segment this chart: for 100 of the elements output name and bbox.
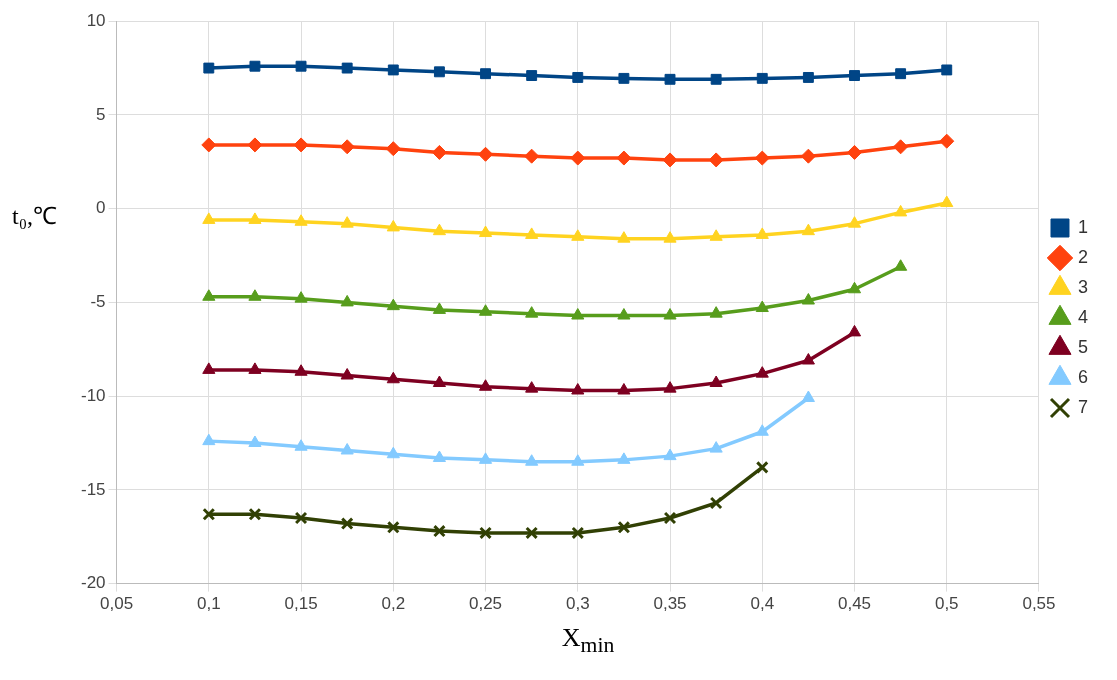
- point: [801, 390, 815, 403]
- point: [801, 353, 815, 365]
- point: [387, 64, 399, 76]
- point: [386, 219, 400, 232]
- point: [202, 362, 216, 374]
- x-tick-label: 0,5: [934, 594, 959, 614]
- point: [525, 227, 539, 239]
- point: [525, 454, 539, 466]
- point: [664, 73, 676, 85]
- point: [755, 300, 769, 313]
- point: [248, 289, 262, 301]
- point: [663, 308, 677, 320]
- point: [340, 517, 354, 531]
- point: [202, 289, 216, 301]
- point: [432, 302, 446, 314]
- point: [618, 72, 630, 84]
- point: [294, 439, 308, 451]
- point: [386, 371, 400, 384]
- point: [801, 223, 815, 236]
- point: [709, 496, 723, 510]
- y-tick-label: -20: [80, 573, 106, 593]
- point: [663, 231, 677, 243]
- point: [709, 229, 723, 241]
- point: [847, 144, 863, 160]
- point: [340, 216, 354, 228]
- point: [294, 364, 308, 376]
- point: [432, 375, 446, 388]
- point: [708, 152, 724, 168]
- x-tick-label: 0,25: [468, 594, 503, 614]
- point: [571, 454, 585, 466]
- y-tick-label: -15: [80, 479, 106, 499]
- point: [294, 511, 308, 525]
- point: [617, 308, 631, 320]
- point: [617, 231, 631, 243]
- point: [663, 511, 677, 525]
- point: [294, 291, 308, 303]
- point: [247, 137, 263, 153]
- x-tick-label: 0,1: [196, 594, 221, 614]
- point: [800, 148, 816, 164]
- point: [941, 64, 953, 76]
- legend-label: 6: [1077, 366, 1088, 387]
- x-tick-label: 0,05: [100, 594, 134, 614]
- x-tick-label: 0,3: [565, 594, 590, 614]
- point: [478, 452, 493, 464]
- point: [478, 146, 494, 162]
- point: [341, 62, 353, 74]
- point: [709, 441, 723, 453]
- point: [801, 293, 815, 305]
- point: [432, 450, 446, 462]
- point: [433, 66, 445, 78]
- point: [293, 137, 309, 153]
- point: [386, 298, 400, 311]
- legend-label: 3: [1077, 276, 1088, 297]
- point: [480, 68, 491, 80]
- point: [894, 204, 908, 217]
- x-tick-label: 0,55: [1022, 594, 1056, 614]
- point: [294, 214, 308, 226]
- point: [431, 144, 447, 160]
- point: [479, 526, 492, 540]
- point: [570, 150, 586, 166]
- x-tick-label: 0,45: [837, 594, 872, 614]
- point: [571, 308, 585, 320]
- point: [847, 216, 862, 228]
- point: [617, 383, 631, 395]
- point: [572, 71, 584, 83]
- point: [478, 379, 493, 391]
- point: [295, 60, 307, 72]
- point: [339, 139, 355, 155]
- point: [662, 152, 678, 168]
- point: [755, 227, 769, 239]
- point: [525, 306, 539, 318]
- x-tick-label: 0,15: [284, 594, 318, 614]
- point: [386, 446, 400, 459]
- point: [340, 368, 354, 380]
- point: [432, 223, 446, 236]
- x-tick-label: 0,2: [381, 594, 406, 614]
- legend-label: 1: [1077, 216, 1088, 237]
- point: [616, 150, 632, 166]
- point: [756, 72, 768, 84]
- point: [386, 520, 400, 534]
- point: [524, 148, 540, 164]
- point: [526, 70, 538, 82]
- point: [202, 433, 216, 446]
- legend-label: 7: [1077, 396, 1088, 417]
- point: [248, 507, 262, 521]
- point: [663, 381, 677, 393]
- point: [340, 443, 354, 455]
- y-tick-label: -10: [80, 385, 106, 405]
- point: [710, 73, 722, 85]
- point: [203, 62, 215, 74]
- point: [478, 304, 493, 316]
- point: [847, 324, 862, 337]
- point: [754, 150, 770, 166]
- point: [849, 70, 860, 82]
- point: [894, 259, 908, 271]
- point: [755, 366, 769, 378]
- point: [617, 520, 631, 534]
- point: [893, 139, 909, 155]
- point: [847, 281, 862, 294]
- point: [755, 424, 769, 436]
